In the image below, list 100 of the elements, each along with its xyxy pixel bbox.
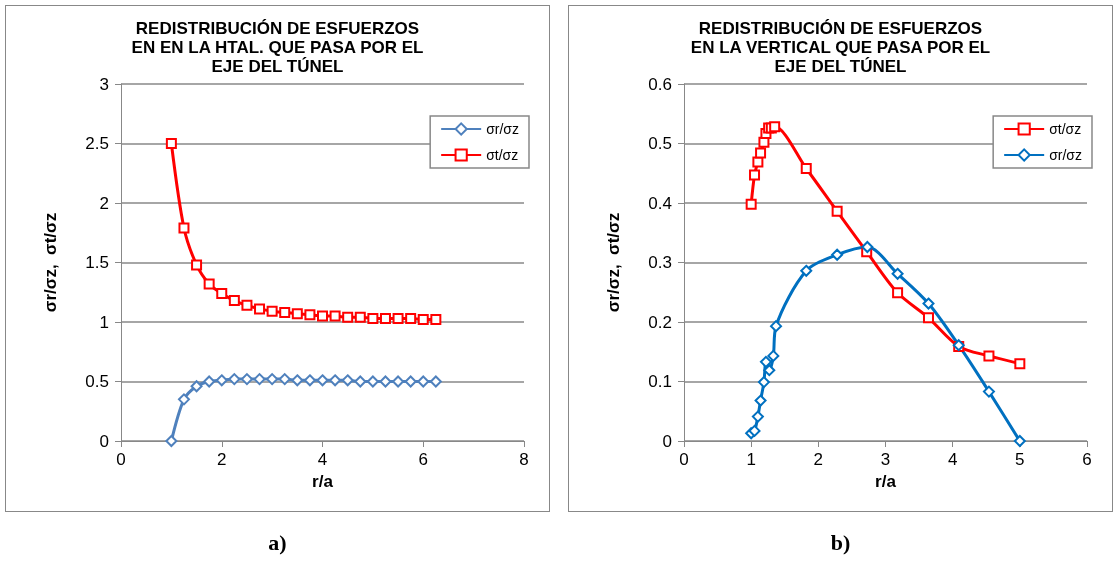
x-tick-label: 0	[679, 450, 689, 469]
point	[757, 376, 770, 389]
point	[241, 299, 253, 311]
point	[303, 374, 316, 387]
point	[751, 410, 764, 423]
point	[379, 312, 391, 324]
y-tick-label: 0.5	[648, 134, 672, 153]
x-tick-label: 0	[116, 450, 126, 469]
point	[254, 303, 266, 315]
y-tick-label: 2.5	[85, 134, 109, 153]
point	[417, 314, 429, 326]
point	[430, 314, 442, 326]
x-tick-label: 4	[947, 450, 958, 469]
point	[392, 312, 404, 324]
point	[341, 374, 354, 387]
point	[178, 222, 190, 234]
point	[354, 311, 366, 323]
point	[216, 287, 228, 299]
point	[831, 248, 844, 261]
y-tick-label: 3	[99, 74, 109, 94]
point	[755, 147, 767, 159]
y-tick-label: 0.1	[648, 372, 672, 391]
point	[291, 308, 303, 320]
point	[754, 394, 767, 407]
point	[165, 138, 177, 149]
point	[745, 198, 757, 210]
point	[861, 241, 874, 254]
legend-label: σr/σz	[486, 121, 520, 137]
point	[404, 375, 417, 388]
point	[228, 295, 240, 307]
y-tick-label: 0.5	[85, 372, 109, 391]
point	[922, 312, 934, 324]
x-axis-title: r/a	[875, 471, 897, 491]
x-tick-label: 5	[1015, 450, 1025, 469]
point	[266, 305, 278, 317]
point	[279, 306, 291, 318]
y-tick-label: 0.3	[648, 253, 672, 272]
point	[317, 310, 328, 322]
text: b)	[829, 530, 852, 556]
point	[891, 267, 904, 280]
point	[203, 278, 215, 290]
point	[982, 385, 995, 398]
x-tick-label: 6	[1082, 450, 1092, 469]
text: a)	[267, 530, 288, 556]
point	[763, 364, 776, 377]
point	[342, 311, 354, 323]
legend-label: σt/σz	[486, 147, 519, 163]
chart-title: REDISTRIBUCIÓN DE ESFUERZOS EN EN LA HTAL. QUE PASA POR EL EJE DEL TÚNEL	[131, 19, 424, 76]
point	[759, 355, 772, 368]
point	[329, 374, 342, 387]
chart-title: REDISTRIBUCIÓN DE ESFUERZOS EN LA VERTICAL QUE PASA POR EL EJE DEL TÚNEL	[690, 19, 991, 76]
x-tick-label: 6	[418, 450, 428, 469]
point	[253, 373, 266, 386]
point	[892, 287, 904, 299]
y-tick-label: 0.2	[648, 312, 672, 332]
y-tick-label: 2	[99, 193, 109, 213]
point	[767, 349, 780, 362]
y-tick-label: 0	[99, 431, 109, 451]
point	[191, 259, 203, 271]
point	[215, 374, 228, 387]
point	[800, 162, 812, 174]
x-tick-label: 1	[746, 450, 756, 469]
point	[769, 121, 781, 133]
x-tick-label: 2	[217, 450, 227, 469]
point	[329, 310, 341, 322]
y-axis-title: σr/σz, σt/σz	[41, 212, 60, 313]
y-axis-title: σr/σz, σt/σz	[604, 212, 623, 313]
point	[1013, 435, 1026, 447]
y-tick-label: 0.6	[648, 74, 672, 94]
point	[304, 309, 316, 321]
point	[203, 375, 216, 388]
point	[770, 320, 783, 333]
point	[922, 297, 935, 310]
point	[228, 373, 241, 386]
legend-label: σt/σz	[1049, 121, 1082, 137]
x-tick-label: 4	[317, 450, 328, 469]
point	[983, 350, 995, 362]
point	[316, 374, 329, 387]
point	[190, 380, 203, 393]
y-tick-label: 1	[99, 312, 109, 332]
y-tick-label: 1.5	[85, 253, 109, 272]
x-tick-label: 8	[519, 450, 529, 469]
point	[278, 373, 291, 386]
x-tick-label: 2	[813, 450, 824, 469]
point	[405, 312, 417, 324]
x-tick-label: 3	[880, 450, 891, 469]
point	[1014, 358, 1026, 370]
y-tick-label: 0	[662, 431, 672, 451]
point	[165, 435, 178, 447]
point	[749, 169, 761, 181]
point	[800, 264, 813, 277]
point	[367, 312, 379, 324]
legend-label: σr/σz	[1049, 147, 1083, 163]
point	[831, 205, 843, 217]
point	[266, 373, 279, 386]
point	[379, 375, 392, 388]
point	[291, 374, 304, 387]
x-axis-title: r/a	[312, 471, 334, 491]
y-tick-label: 0.4	[648, 193, 672, 213]
point	[177, 393, 190, 406]
